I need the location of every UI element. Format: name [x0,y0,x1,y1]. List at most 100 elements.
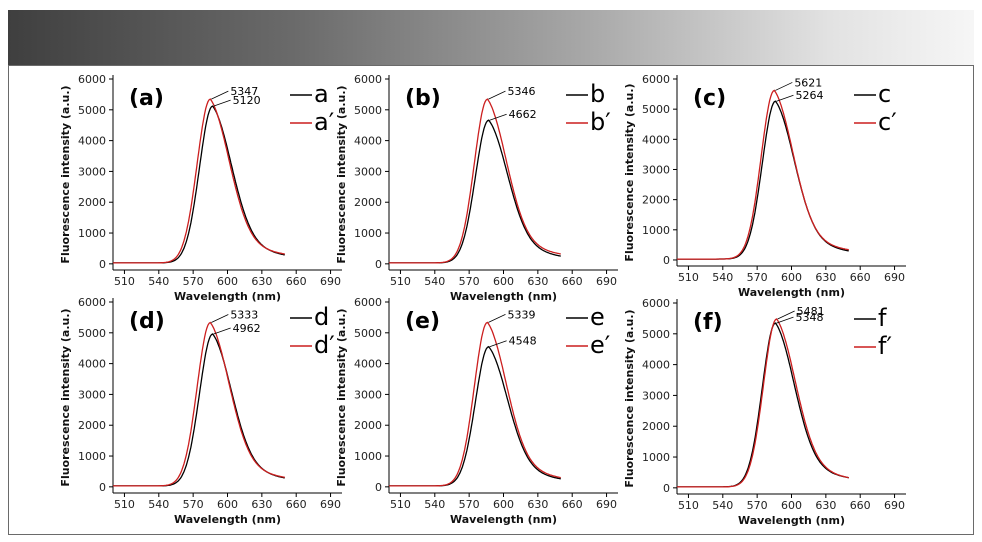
y-tick-label: 2000 [642,194,670,207]
x-tick-label: 690 [596,498,617,511]
chart-panel-d: 510 540 570 600 630 660 690 0 1000 2000 3000 4000 50… [59,296,342,526]
peak-leader-line [213,99,231,107]
legend-label: a′ [314,108,334,136]
chart-panel-e: 510 540 570 600 630 660 690 0 1000 2000 3000 4000 50… [335,296,618,526]
x-tick-label: 540 [148,498,169,511]
peak-leader-line [488,90,506,100]
y-tick-label: 0 [663,482,670,495]
x-tick-label: 540 [712,499,733,512]
x-tick-label: 600 [217,275,238,288]
y-axis-title: Fluorescence intensity (a.u.) [59,308,72,486]
y-tick-label: 0 [663,254,670,267]
series-line-a [113,105,285,264]
x-tick-label: 600 [493,275,514,288]
y-tick-label: 3000 [354,165,382,178]
x-tick-label: 510 [678,499,699,512]
series-line-c′ [677,89,849,260]
y-tick-label: 1000 [78,227,106,240]
x-tick-label: 510 [390,275,411,288]
y-tick-label: 1000 [78,450,106,463]
y-tick-label: 3000 [354,388,382,401]
x-tick-label: 570 [747,499,768,512]
x-tick-label: 630 [251,498,272,511]
series-line-f′ [677,318,849,488]
x-tick-label: 510 [114,275,135,288]
peak-leader-line [776,316,794,324]
y-tick-label: 3000 [642,389,670,402]
x-tick-label: 600 [781,499,802,512]
y-tick-label: 6000 [354,296,382,309]
y-tick-label: 3000 [78,165,106,178]
y-tick-label: 5000 [642,328,670,341]
x-tick-label: 630 [815,271,836,284]
x-tick-label: 660 [850,499,871,512]
x-tick-label: 690 [596,275,617,288]
x-tick-label: 600 [493,498,514,511]
y-tick-label: 5000 [78,327,106,340]
panel-label: (f) [693,310,723,335]
series-line-d [113,333,285,487]
y-tick-label: 4000 [642,133,670,146]
y-tick-label: 0 [99,258,106,271]
peak-leader-line [489,113,507,121]
x-tick-label: 660 [562,275,583,288]
x-tick-label: 600 [217,498,238,511]
series-line-d′ [113,321,285,487]
legend-label: c′ [878,108,897,136]
peak-leader-line [776,94,794,102]
x-tick-label: 660 [286,275,307,288]
y-axis-title: Fluorescence intensity (a.u.) [59,85,72,263]
legend-label: e′ [590,331,610,359]
x-tick-label: 510 [390,498,411,511]
x-tick-label: 510 [678,271,699,284]
y-tick-label: 1000 [354,227,382,240]
x-tick-label: 510 [114,498,135,511]
peak-value-label: 5333 [230,309,258,322]
series-line-c [677,100,849,260]
peak-value-label: 5347 [230,85,258,98]
panel-label: (c) [693,86,726,111]
peak-value-label: 5621 [794,76,822,89]
y-tick-label: 0 [375,258,382,271]
y-tick-label: 5000 [354,104,382,117]
y-tick-label: 2000 [78,196,106,209]
y-tick-label: 4000 [354,358,382,371]
series-line-f [677,322,849,488]
peak-leader-line [211,90,229,100]
y-tick-label: 6000 [354,73,382,86]
y-tick-label: 1000 [354,450,382,463]
y-tick-label: 1000 [642,451,670,464]
x-tick-label: 690 [884,271,905,284]
y-tick-label: 1000 [642,224,670,237]
y-tick-label: 3000 [78,388,106,401]
peak-value-label: 5348 [795,311,823,324]
panel-label: (a) [129,86,164,111]
peak-value-label: 5264 [795,89,823,102]
legend-label: e [590,303,605,331]
x-axis-title: Wavelength (nm) [450,513,557,526]
header-banner [8,10,974,65]
y-tick-label: 2000 [78,419,106,432]
x-tick-label: 570 [183,498,204,511]
x-axis-title: Wavelength (nm) [738,286,845,299]
y-tick-label: 5000 [354,327,382,340]
y-axis-title: Fluorescence intensity (a.u.) [623,83,636,261]
peak-leader-line [775,82,793,91]
peak-value-label: 4548 [509,335,537,348]
x-tick-label: 600 [781,271,802,284]
y-tick-label: 0 [375,481,382,494]
x-tick-label: 570 [183,275,204,288]
legend-label: a [314,80,329,108]
x-tick-label: 540 [148,275,169,288]
series-line-b′ [389,98,561,264]
chart-panel-b: 510 540 570 600 630 660 690 0 1000 2000 3000 4000 50… [335,73,618,303]
legend-label: d [314,303,329,331]
x-tick-label: 630 [251,275,272,288]
y-tick-label: 6000 [78,296,106,309]
legend-label: f [878,304,887,332]
x-tick-label: 630 [527,498,548,511]
panel-label: (d) [129,309,165,334]
x-tick-label: 630 [815,499,836,512]
series-line-a′ [113,98,285,264]
x-tick-label: 660 [850,271,871,284]
